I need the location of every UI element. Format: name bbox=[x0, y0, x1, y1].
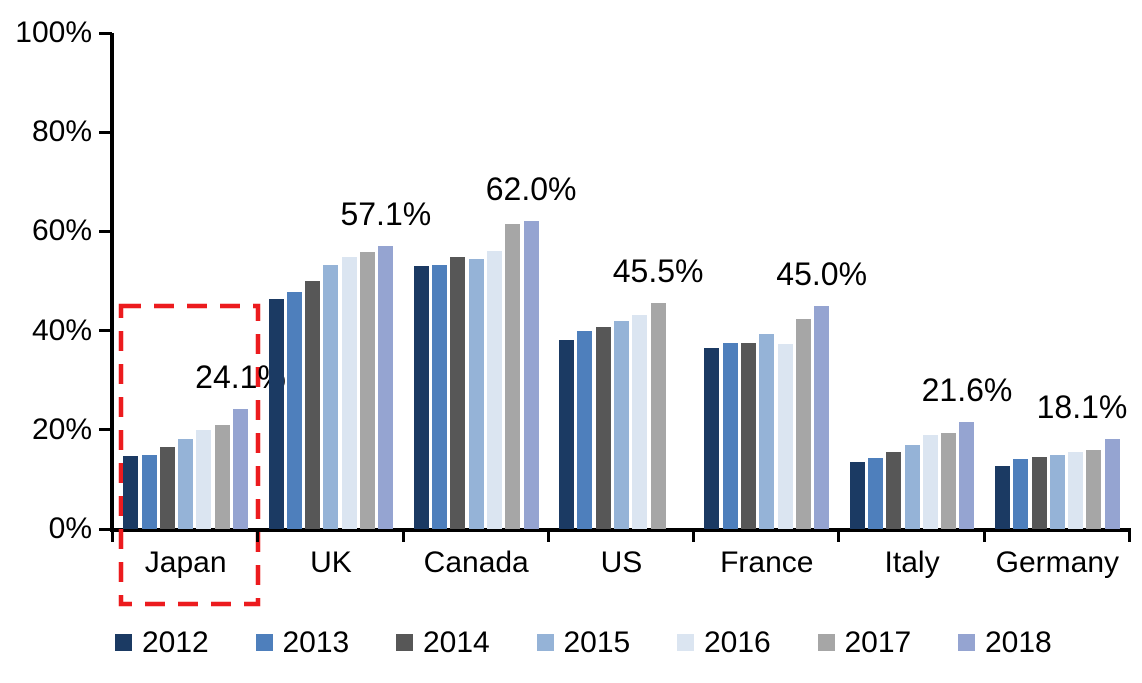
data-label-germany: 18.1% bbox=[1036, 389, 1128, 426]
data-label-italy: 21.6% bbox=[921, 371, 1013, 408]
y-axis-tick bbox=[99, 329, 112, 333]
y-axis-tick bbox=[99, 130, 112, 134]
y-axis-tick-label: 60% bbox=[31, 214, 92, 248]
category-label-us: US bbox=[600, 546, 643, 579]
bar-2018-uk bbox=[378, 245, 394, 529]
legend-label-2017: 2017 bbox=[844, 626, 912, 659]
bar-2012-germany bbox=[994, 466, 1010, 529]
bar-2016-canada bbox=[487, 251, 502, 529]
x-axis-line bbox=[110, 528, 1131, 532]
legend-label-2014: 2014 bbox=[423, 626, 490, 659]
y-axis-tick-label: 100% bbox=[15, 16, 92, 49]
bar-2016-japan bbox=[196, 429, 212, 529]
bar-2015-france bbox=[759, 334, 775, 529]
bar-2018-france bbox=[814, 305, 830, 529]
bar-2012-uk bbox=[268, 299, 284, 529]
legend-swatch-2012 bbox=[115, 634, 132, 651]
bar-2014-germany bbox=[1031, 457, 1047, 529]
legend-swatch-2014 bbox=[396, 634, 413, 651]
bar-2013-us bbox=[577, 330, 593, 529]
bar-2017-uk bbox=[360, 252, 376, 529]
bar-2015-uk bbox=[323, 264, 339, 529]
bar-2014-canada bbox=[450, 257, 466, 529]
bar-2012-us bbox=[559, 339, 575, 529]
category-label-canada: Canada bbox=[423, 546, 529, 579]
bar-2014-uk bbox=[305, 281, 321, 529]
bar-2013-germany bbox=[1013, 459, 1029, 529]
bar-2014-italy bbox=[886, 452, 902, 529]
bar-2017-canada bbox=[505, 223, 521, 529]
category-label-italy: Italy bbox=[884, 546, 940, 579]
bar-2018-germany bbox=[1104, 439, 1120, 529]
bar-2015-japan bbox=[178, 439, 194, 529]
bar-2016-uk bbox=[341, 257, 357, 529]
legend-label-2015: 2015 bbox=[563, 626, 631, 659]
legend-label-2013: 2013 bbox=[282, 626, 350, 659]
legend-label-2018: 2018 bbox=[985, 626, 1052, 659]
legend-swatch-2018 bbox=[958, 634, 975, 651]
x-axis-tick bbox=[111, 529, 114, 542]
bar-2012-japan bbox=[123, 455, 139, 529]
x-axis-tick bbox=[401, 529, 405, 542]
data-label-us: 45.5% bbox=[612, 253, 704, 290]
legend-swatch-2017 bbox=[817, 634, 835, 651]
bar-2017-us bbox=[650, 303, 666, 529]
bar-2017-japan bbox=[214, 424, 230, 529]
bar-2012-canada bbox=[413, 266, 429, 529]
bar-2014-france bbox=[740, 343, 756, 529]
data-label-uk: 57.1% bbox=[340, 195, 432, 232]
x-axis-tick bbox=[692, 529, 696, 542]
category-label-uk: UK bbox=[310, 546, 352, 579]
y-axis-tick-label: 20% bbox=[31, 412, 92, 446]
legend-label-2012: 2012 bbox=[142, 626, 209, 659]
category-label-france: France bbox=[720, 546, 814, 579]
bar-2017-italy bbox=[941, 433, 957, 529]
bar-2017-germany bbox=[1086, 449, 1102, 529]
bar-2013-italy bbox=[867, 458, 883, 529]
data-label-france: 45.0% bbox=[776, 255, 868, 292]
bar-2016-us bbox=[632, 314, 648, 529]
category-label-japan: Japan bbox=[144, 546, 227, 579]
y-axis-tick-label: 0% bbox=[48, 512, 92, 545]
bar-2018-japan bbox=[233, 409, 249, 529]
bar-2012-france bbox=[704, 347, 720, 529]
bar-2013-canada bbox=[432, 264, 448, 529]
bar-2016-france bbox=[777, 343, 793, 529]
y-axis-tick-label: 80% bbox=[31, 115, 92, 149]
bar-2018-italy bbox=[959, 421, 975, 529]
bar-2015-germany bbox=[1049, 455, 1065, 529]
data-label-canada: 62.0% bbox=[485, 171, 577, 208]
bar-2014-us bbox=[595, 326, 611, 529]
y-axis-tick-label: 40% bbox=[31, 313, 92, 347]
bar-2014-japan bbox=[159, 447, 175, 529]
x-axis-tick bbox=[546, 529, 550, 542]
bar-2016-italy bbox=[922, 434, 938, 529]
y-axis-tick bbox=[99, 428, 112, 432]
legend-swatch-2016 bbox=[677, 634, 694, 651]
bar-2017-france bbox=[795, 319, 811, 529]
bar-2018-canada bbox=[523, 221, 539, 529]
legend-label-2016: 2016 bbox=[704, 626, 771, 659]
x-axis-tick bbox=[256, 529, 260, 542]
bar-2015-canada bbox=[468, 258, 484, 529]
bar-2015-italy bbox=[904, 444, 920, 529]
bar-2013-japan bbox=[141, 455, 157, 529]
category-label-germany: Germany bbox=[995, 546, 1120, 579]
y-axis-line bbox=[110, 33, 114, 531]
legend-swatch-2015 bbox=[536, 634, 554, 651]
y-axis-tick bbox=[99, 527, 112, 531]
bar-2016-germany bbox=[1068, 452, 1084, 529]
bar-2015-us bbox=[614, 320, 629, 529]
bar-2013-france bbox=[722, 343, 738, 529]
bar-2012-italy bbox=[849, 462, 865, 529]
y-axis-tick bbox=[99, 229, 112, 233]
x-axis-tick bbox=[1128, 529, 1131, 542]
x-axis-tick bbox=[837, 529, 841, 542]
y-axis-tick bbox=[99, 31, 112, 35]
x-axis-tick bbox=[982, 529, 986, 542]
bar-2013-uk bbox=[286, 291, 302, 529]
legend-swatch-2013 bbox=[255, 634, 273, 651]
